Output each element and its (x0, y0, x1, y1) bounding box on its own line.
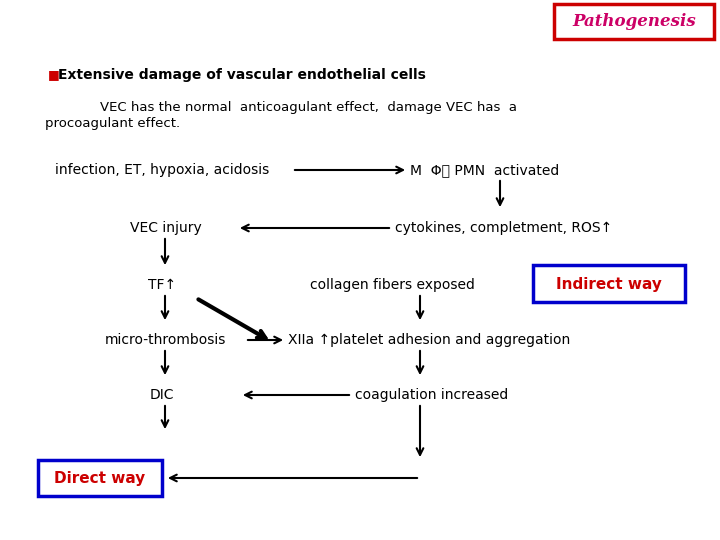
Text: Extensive damage of vascular endothelial cells: Extensive damage of vascular endothelial… (58, 68, 426, 82)
Text: M  Φ、 PMN  activated: M Φ、 PMN activated (410, 163, 559, 177)
Text: cytokines, completment, ROS↑: cytokines, completment, ROS↑ (395, 221, 612, 235)
Text: collagen fibers exposed: collagen fibers exposed (310, 278, 475, 292)
Text: DIC: DIC (150, 388, 174, 402)
Text: TF↑: TF↑ (148, 278, 176, 292)
Text: micro-thrombosis: micro-thrombosis (105, 333, 226, 347)
Text: Pathogenesis: Pathogenesis (572, 12, 696, 30)
Text: infection, ET, hypoxia, acidosis: infection, ET, hypoxia, acidosis (55, 163, 269, 177)
FancyBboxPatch shape (533, 265, 685, 302)
Text: coagulation increased: coagulation increased (355, 388, 508, 402)
Text: VEC has the normal  anticoagulant effect,  damage VEC has  a: VEC has the normal anticoagulant effect,… (100, 102, 517, 114)
Text: XIIa ↑platelet adhesion and aggregation: XIIa ↑platelet adhesion and aggregation (288, 333, 570, 347)
Text: procoagulant effect.: procoagulant effect. (45, 118, 180, 131)
FancyBboxPatch shape (38, 460, 162, 496)
FancyBboxPatch shape (554, 4, 714, 39)
Text: VEC injury: VEC injury (130, 221, 202, 235)
Text: ■: ■ (48, 69, 60, 82)
Text: Direct way: Direct way (55, 470, 145, 485)
Text: Indirect way: Indirect way (556, 276, 662, 292)
